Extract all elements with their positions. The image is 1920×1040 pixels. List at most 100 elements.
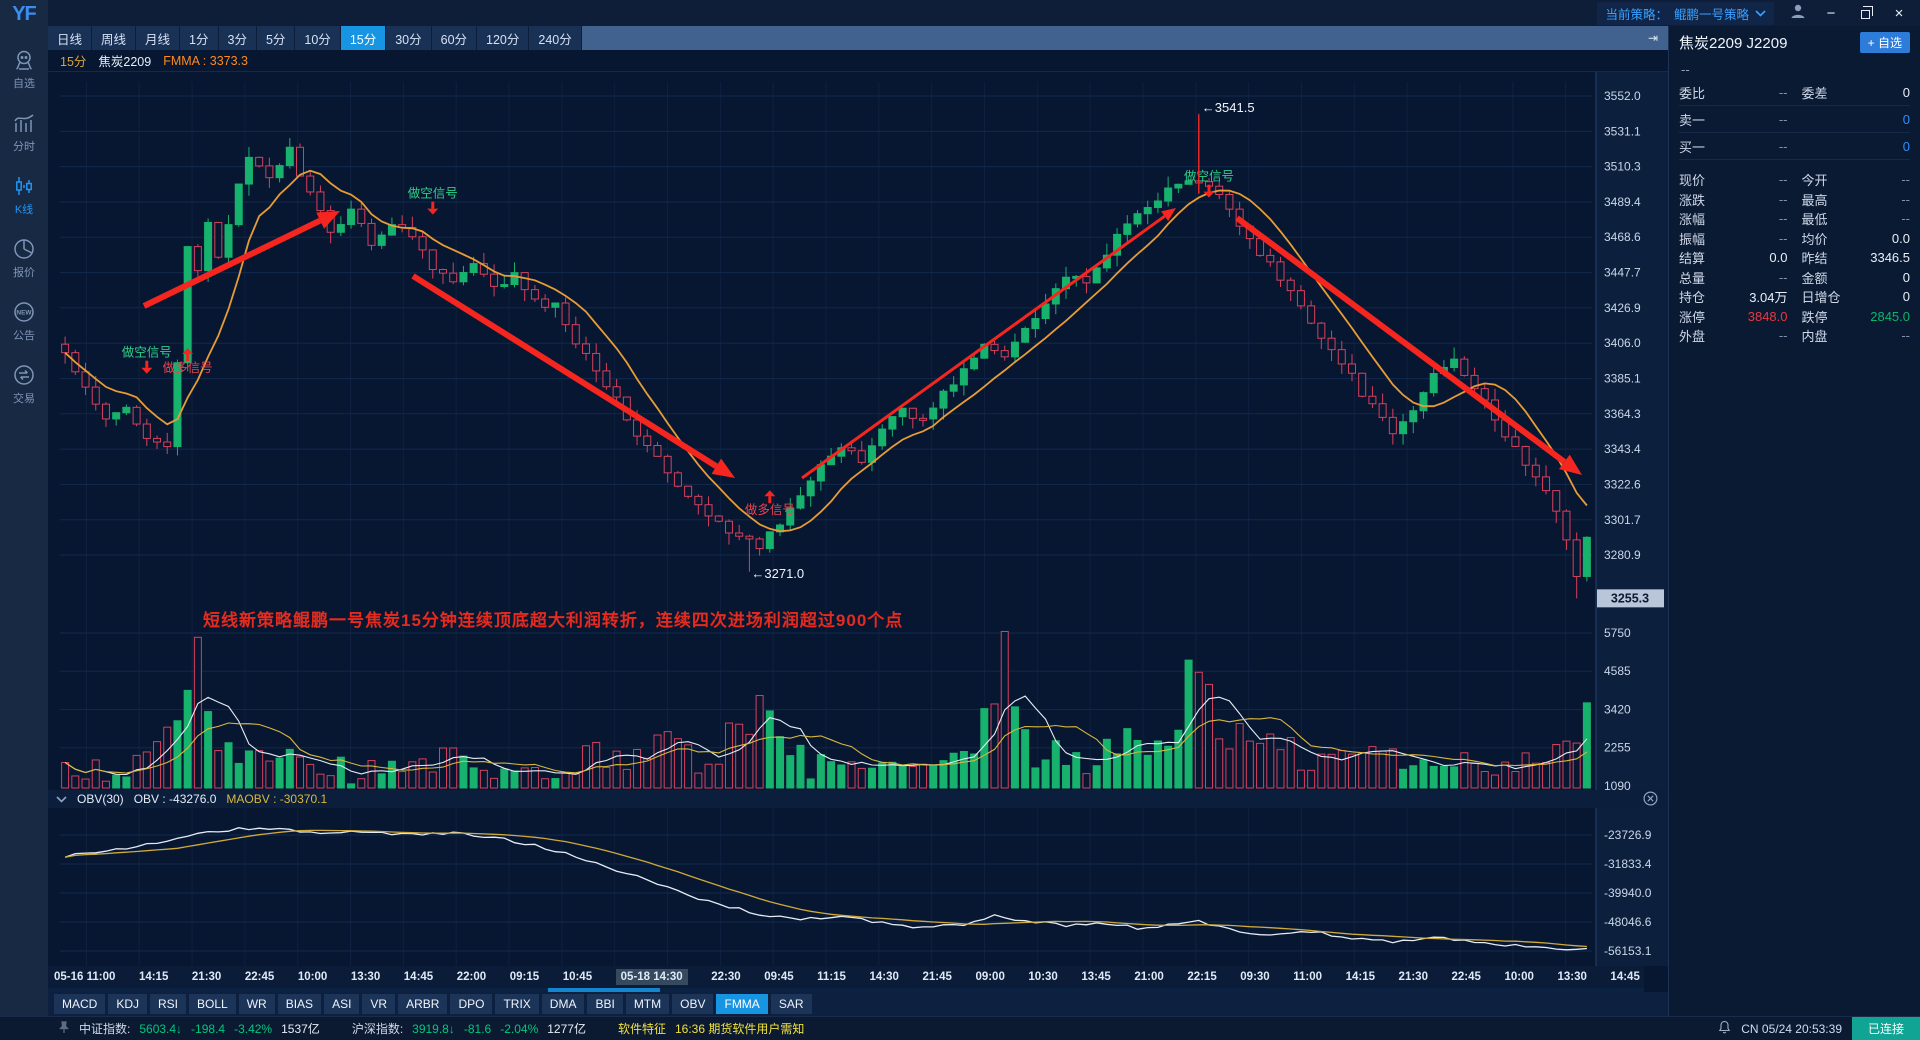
- sidebar-item-quotes[interactable]: 报价: [11, 237, 37, 280]
- timeframe-tab-1分[interactable]: 1分: [180, 26, 219, 50]
- chevron-down-icon: [1755, 6, 1766, 20]
- timeframe-tab-周线[interactable]: 周线: [92, 26, 137, 50]
- indicator-tab-dpo[interactable]: DPO: [450, 994, 493, 1014]
- new-badge-icon: NEW: [11, 300, 37, 324]
- indicator-tab-wr[interactable]: WR: [238, 994, 275, 1014]
- index2-label: 沪深指数:: [351, 1022, 404, 1036]
- tabstrip-fill: ⇥: [581, 26, 1668, 50]
- indicator-tab-kdj[interactable]: KDJ: [108, 994, 148, 1014]
- indicator-tab-bbi[interactable]: BBI: [587, 994, 623, 1014]
- indicator-tab-boll[interactable]: BOLL: [189, 994, 236, 1014]
- sidebar-item-label: 公告: [13, 330, 35, 342]
- svg-text:←3541.5: ←3541.5: [1202, 100, 1255, 115]
- svg-text:1090: 1090: [1604, 779, 1631, 793]
- quote-label: 卖一: [1679, 112, 1706, 128]
- indicator-tab-dma[interactable]: DMA: [541, 994, 585, 1014]
- svg-text:3552.0: 3552.0: [1604, 89, 1641, 103]
- indicator-tab-rsi[interactable]: RSI: [150, 994, 187, 1014]
- svg-text:3385.1: 3385.1: [1604, 372, 1641, 386]
- time-tick: 14:15: [138, 971, 169, 983]
- svg-text:4585: 4585: [1604, 664, 1631, 678]
- timeframe-tab-日线[interactable]: 日线: [48, 26, 93, 50]
- sidebar-item-kline[interactable]: K线: [11, 174, 37, 217]
- trade-icon: [12, 363, 36, 387]
- svg-text:3322.6: 3322.6: [1604, 477, 1641, 491]
- notice-link-2[interactable]: 16:36 期货软件用户需知: [674, 1022, 805, 1036]
- time-tick: 13:30: [1557, 971, 1587, 983]
- timeline-icon: [12, 111, 36, 135]
- indicator-tab-macd[interactable]: MACD: [54, 994, 106, 1014]
- indicator-tab-bias[interactable]: BIAS: [277, 994, 322, 1014]
- kline-chart-canvas[interactable]: 做空信号做多信号做空信号做多信号做空信号←3541.5←3271.03552.0…: [48, 72, 1668, 966]
- timeframe-tab-月线[interactable]: 月线: [136, 26, 181, 50]
- time-tick: 14:30: [869, 971, 899, 983]
- close-indicator-icon[interactable]: [1643, 791, 1658, 809]
- indicator-tab-fmma[interactable]: FMMA: [716, 994, 768, 1014]
- scrollbar-thumb[interactable]: [548, 988, 660, 992]
- quote-value: --: [1778, 172, 1788, 188]
- indicator-tab-sar[interactable]: SAR: [770, 994, 812, 1014]
- chevron-down-icon[interactable]: [56, 792, 67, 806]
- minimize-button[interactable]: −: [1826, 4, 1836, 22]
- timeframe-tab-60分[interactable]: 60分: [431, 26, 478, 50]
- sidebar-item-announcements[interactable]: NEW 公告: [11, 300, 37, 343]
- quote-value: --: [1778, 84, 1788, 100]
- svg-text:3255.3: 3255.3: [1611, 591, 1649, 605]
- timeframe-tab-3分[interactable]: 3分: [218, 26, 257, 50]
- indicator-tab-asi[interactable]: ASI: [324, 994, 360, 1014]
- close-button[interactable]: ×: [1894, 4, 1904, 22]
- svg-text:3406.0: 3406.0: [1604, 336, 1641, 350]
- svg-text:-23726.9: -23726.9: [1604, 828, 1652, 842]
- indicator-tab-trix[interactable]: TRIX: [495, 994, 539, 1014]
- quote-value: 0: [1902, 84, 1910, 100]
- sidebar-item-watchlist[interactable]: 自选: [11, 48, 37, 91]
- quote-label: 内盘: [1801, 329, 1828, 345]
- timeframe-tab-5分[interactable]: 5分: [256, 26, 296, 50]
- time-tick: 14:45: [1610, 971, 1640, 983]
- connection-status-badge[interactable]: 已连接: [1852, 1016, 1920, 1040]
- quote-value: 0.0: [1769, 250, 1788, 266]
- quote-label: 最高: [1801, 192, 1828, 208]
- time-tick: 22:45: [1451, 971, 1481, 983]
- indicator-tab-arbr[interactable]: ARBR: [398, 994, 448, 1014]
- index1-value: 5603.4↓: [139, 1021, 183, 1036]
- user-icon: [12, 48, 36, 72]
- restore-button[interactable]: [1856, 5, 1874, 21]
- sidebar-item-label: 交易: [13, 393, 35, 405]
- sidebar-item-label: 分时: [13, 141, 35, 153]
- time-tick: 09:00: [975, 971, 1005, 983]
- user-icon[interactable]: [1790, 3, 1806, 24]
- svg-text:-48046.6: -48046.6: [1604, 915, 1652, 929]
- sidebar-item-intraday[interactable]: 分时: [11, 111, 37, 154]
- pin-icon[interactable]: [58, 1020, 70, 1037]
- indicator-tab-mtm[interactable]: MTM: [625, 994, 670, 1014]
- sidebar-item-trade[interactable]: 交易: [11, 363, 37, 406]
- timeframe-tabstrip: 日线 周线 月线 1分 3分 5分 10分 15分 30分 60分 120分 240分 ⇥: [48, 26, 1668, 50]
- add-watchlist-button[interactable]: + 自选: [1859, 31, 1910, 53]
- timeframe-tab-30分[interactable]: 30分: [386, 26, 432, 50]
- timeframe-tab-120分[interactable]: 120分: [477, 26, 530, 50]
- quote-label: 今开: [1801, 173, 1828, 189]
- sidebar-item-label: 报价: [13, 267, 35, 279]
- time-tick: 11:15: [817, 971, 846, 983]
- indicator-tab-obv[interactable]: OBV: [672, 994, 714, 1014]
- chart-scrollbar[interactable]: [48, 988, 1644, 992]
- indicator-tab-vr[interactable]: VR: [362, 994, 396, 1014]
- notice-link-1[interactable]: 软件特征: [617, 1022, 666, 1036]
- timeframe-tab-15分[interactable]: 15分: [340, 26, 387, 50]
- svg-text:3489.4: 3489.4: [1604, 195, 1641, 209]
- collapse-panel-icon[interactable]: ⇥: [1647, 31, 1658, 45]
- time-tick: 22:45: [244, 971, 275, 983]
- quote-row: 涨幅 -- 最低 --: [1679, 209, 1910, 229]
- quote-value: --: [1778, 191, 1788, 207]
- timeframe-tab-10分[interactable]: 10分: [295, 26, 341, 50]
- time-tick: 09:45: [764, 971, 794, 983]
- quote-row: 委比 -- 委差 0: [1679, 79, 1910, 106]
- timeframe-tab-240分[interactable]: 240分: [529, 26, 582, 50]
- maobv-value: MAOBV : -30370.1: [226, 792, 328, 806]
- quote-row: 外盘 -- 内盘 --: [1679, 326, 1910, 346]
- bell-icon[interactable]: [1718, 1020, 1731, 1037]
- quote-label: 均价: [1801, 231, 1828, 247]
- strategy-selector[interactable]: 当前策略： 鲲鹏一号策略: [1597, 1, 1774, 25]
- quote-value: 0.0: [1891, 230, 1910, 246]
